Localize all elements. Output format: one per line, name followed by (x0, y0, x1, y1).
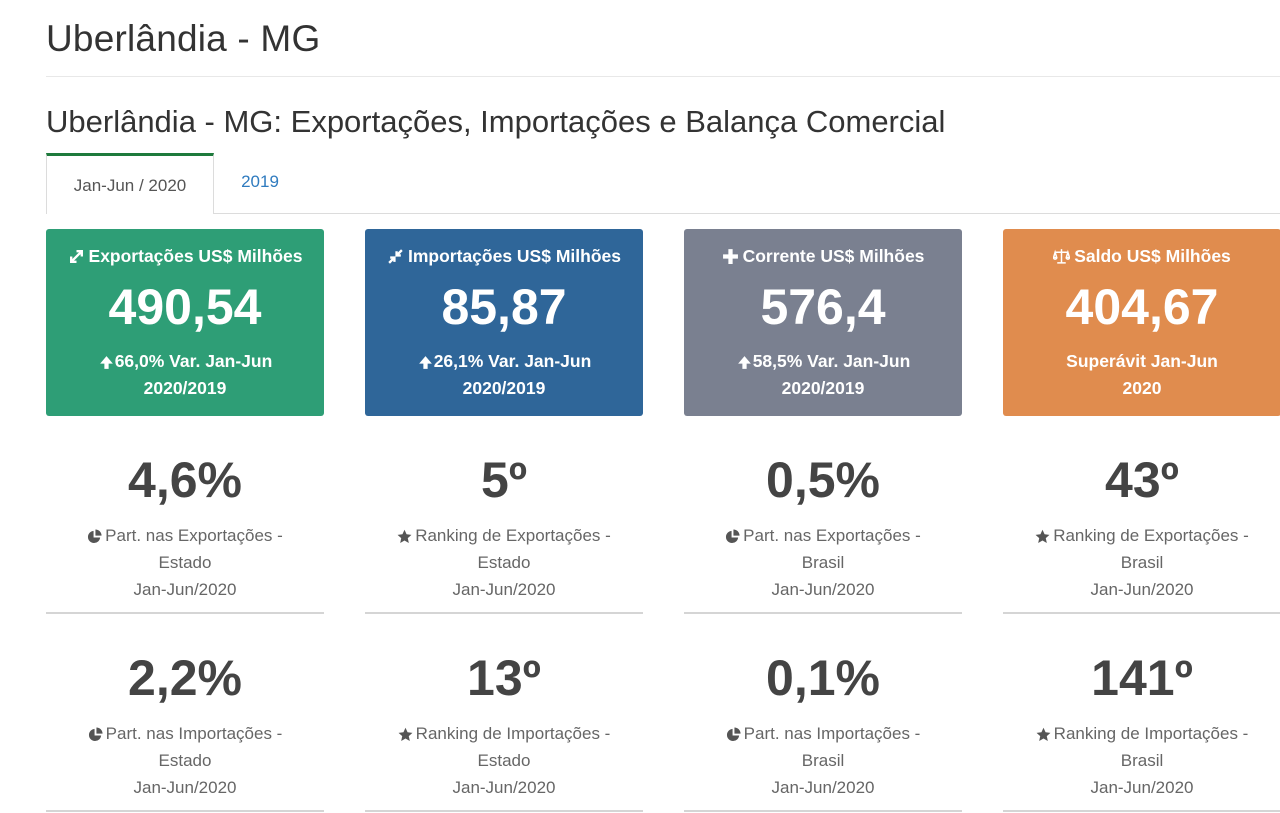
trade-flow-variation: 58,5% Var. Jan-Jun (752, 351, 911, 371)
exports-ranking-brazil: 43º Ranking de Exportações - Brasil Jan-… (1003, 452, 1280, 614)
exports-ranking-state: 5º Ranking de Exportações - Estado Jan-J… (365, 452, 643, 614)
imports-value: 85,87 (441, 279, 567, 335)
imports-variation-period: 2020/2019 (462, 378, 546, 398)
star-icon (1035, 529, 1050, 544)
stat-label: Part. nas Exportações - (105, 526, 283, 545)
exports-share-state: 4,6% Part. nas Exportações - Estado Jan-… (46, 452, 324, 614)
arrow-compress-icon (387, 248, 404, 265)
title-divider (46, 76, 1280, 77)
imports-variation: 26,1% Var. Jan-Jun (433, 351, 592, 371)
imports-ranking-state: 13º Ranking de Importações - Estado Jan-… (365, 650, 643, 812)
stat-value: 0,1% (766, 650, 880, 706)
period-tabs: Jan-Jun / 2020 2019 (46, 153, 1280, 214)
arrow-up-icon (98, 354, 115, 371)
star-icon (1036, 727, 1051, 742)
stat-period: Jan-Jun/2020 (771, 580, 875, 599)
stat-scope: Brasil (801, 751, 845, 770)
stat-scope: Brasil (1120, 553, 1164, 572)
exports-value: 490,54 (108, 279, 262, 335)
imports-ranking-brazil: 141º Ranking de Importações - Brasil Jan… (1003, 650, 1280, 812)
stat-value: 5º (480, 452, 528, 508)
imports-share-brazil: 0,1% Part. nas Importações - Brasil Jan-… (684, 650, 962, 812)
stat-scope: Estado (158, 751, 212, 770)
balance-card-header: Saldo US$ Milhões (1074, 246, 1231, 266)
stat-label: Ranking de Exportações - (1053, 526, 1249, 545)
star-icon (398, 727, 413, 742)
balance-value: 404,67 (1065, 279, 1219, 335)
trade-flow-card-header: Corrente US$ Milhões (742, 246, 925, 266)
stat-value: 4,6% (128, 452, 242, 508)
imports-card: Importações US$ Milhões 85,87 26,1% Var.… (365, 229, 643, 416)
pie-chart-icon (87, 529, 102, 544)
stat-label: Ranking de Importações - (1053, 724, 1249, 743)
arrow-up-icon (736, 354, 753, 371)
arrow-expand-icon (68, 248, 85, 265)
stat-period: Jan-Jun/2020 (1090, 778, 1194, 797)
imports-share-state: 2,2% Part. nas Importações - Estado Jan-… (46, 650, 324, 812)
stat-label: Part. nas Importações - (105, 724, 283, 743)
section-title: Uberlândia - MG: Exportações, Importaçõe… (46, 104, 946, 139)
exports-card-header: Exportações US$ Milhões (88, 246, 303, 266)
stat-period: Jan-Jun/2020 (452, 778, 556, 797)
tab-jan-jun-2020[interactable]: Jan-Jun / 2020 (46, 153, 214, 214)
stat-scope: Brasil (801, 553, 845, 572)
balance-scale-icon (1053, 248, 1071, 265)
exports-variation-period: 2020/2019 (143, 378, 227, 398)
balance-period: 2020 (1122, 378, 1162, 398)
plus-icon (722, 248, 739, 265)
tab-2019[interactable]: 2019 (241, 172, 279, 191)
stat-value: 141º (1091, 650, 1193, 706)
pie-chart-icon (725, 529, 740, 544)
balance-card: Saldo US$ Milhões 404,67 Superávit Jan-J… (1003, 229, 1280, 416)
exports-share-brazil: 0,5% Part. nas Exportações - Brasil Jan-… (684, 452, 962, 614)
exports-variation: 66,0% Var. Jan-Jun (114, 351, 273, 371)
stat-scope: Estado (477, 751, 531, 770)
balance-status: Superávit Jan-Jun (1066, 351, 1218, 371)
trade-flow-variation-period: 2020/2019 (781, 378, 865, 398)
stat-scope: Brasil (1120, 751, 1164, 770)
page-title: Uberlândia - MG (46, 18, 321, 59)
exports-card: Exportações US$ Milhões 490,54 66,0% Var… (46, 229, 324, 416)
trade-flow-card: Corrente US$ Milhões 576,4 58,5% Var. Ja… (684, 229, 962, 416)
stat-scope: Estado (158, 553, 212, 572)
trade-flow-value: 576,4 (760, 279, 886, 335)
stat-period: Jan-Jun/2020 (1090, 580, 1194, 599)
stat-label: Part. nas Exportações - (743, 526, 921, 545)
pie-chart-icon (726, 727, 741, 742)
stat-period: Jan-Jun/2020 (133, 778, 237, 797)
imports-card-header: Importações US$ Milhões (408, 246, 621, 266)
stat-value: 2,2% (128, 650, 242, 706)
arrow-up-icon (417, 354, 434, 371)
stat-period: Jan-Jun/2020 (452, 580, 556, 599)
stat-period: Jan-Jun/2020 (771, 778, 875, 797)
star-icon (397, 529, 412, 544)
stat-period: Jan-Jun/2020 (133, 580, 237, 599)
stat-label: Ranking de Importações - (415, 724, 611, 743)
stat-scope: Estado (477, 553, 531, 572)
pie-chart-icon (88, 727, 103, 742)
stat-value: 0,5% (766, 452, 880, 508)
stat-label: Part. nas Importações - (743, 724, 921, 743)
stat-label: Ranking de Exportações - (415, 526, 611, 545)
stat-value: 13º (467, 650, 541, 706)
stat-value: 43º (1105, 452, 1179, 508)
